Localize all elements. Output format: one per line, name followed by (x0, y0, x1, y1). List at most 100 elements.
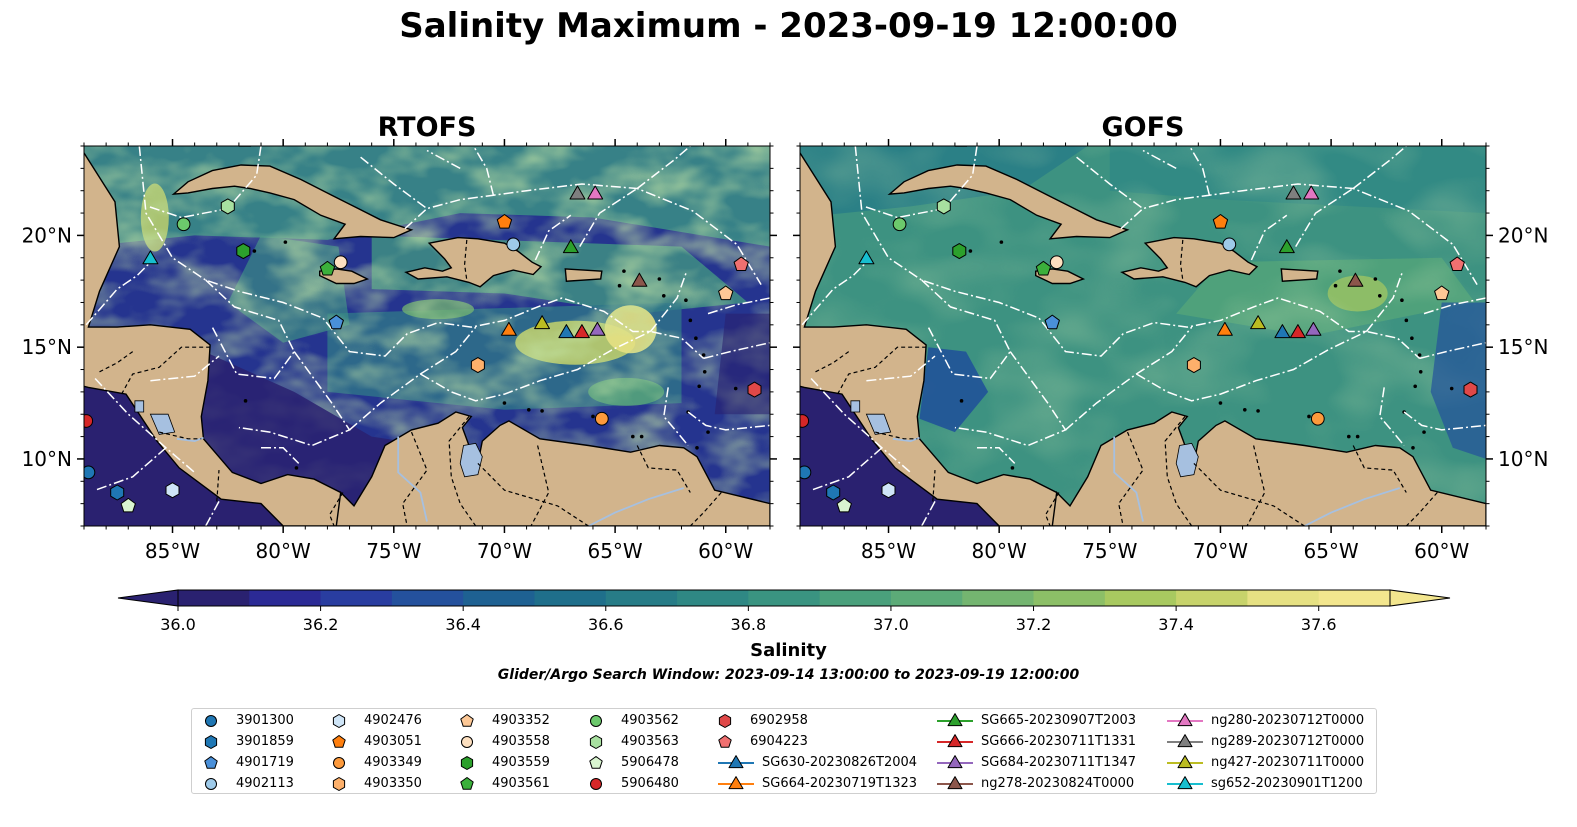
legend-label: 4902476 (364, 713, 422, 728)
lon-tick-label: 85°W (861, 539, 916, 563)
legend-label: ng289-20230712T0000 (1211, 734, 1365, 749)
eez-boundary (205, 279, 296, 380)
colorbar-bin (1247, 590, 1320, 606)
island (999, 240, 1004, 244)
lon-tick-label: 75°W (366, 539, 421, 563)
eez-boundary (238, 351, 351, 447)
island (1373, 277, 1378, 281)
colorbar-tick-label: 37.6 (1301, 615, 1337, 634)
island (639, 434, 644, 439)
eez-boundary (138, 146, 651, 357)
legend-label: 4901719 (236, 755, 294, 770)
obs-4903349 (1310, 411, 1325, 426)
obs-SG684-20230711T1347 (589, 321, 606, 336)
island (697, 384, 701, 389)
eez-boundary (1188, 146, 1211, 196)
obs-4901719 (328, 314, 344, 330)
obs-SG665-20230907T2003 (1278, 239, 1295, 254)
country-border (1246, 445, 1266, 526)
cuba-land (171, 164, 414, 240)
central-america-land (800, 151, 1062, 526)
obs-4902476 (881, 482, 896, 499)
lon-tick-label: 85°W (145, 539, 200, 563)
eez-boundary (1250, 214, 1288, 261)
obs-SG666-20230711T1331 (1289, 324, 1306, 339)
rtofs-map (84, 146, 770, 526)
island (968, 249, 973, 253)
circle-marker-icon (204, 777, 218, 791)
map-panels: 85°W 80°W 75°W 70°W 65°W 60°W 20°N 15°N 10°N 85°W… (22, 139, 1548, 563)
eez-boundary (1295, 187, 1354, 247)
colorbar-extend-max (1389, 589, 1451, 607)
island (617, 283, 622, 288)
eez-boundary (636, 146, 691, 190)
obs-4903350 (1186, 357, 1201, 374)
eez-boundary (703, 341, 770, 360)
obs-3901300 (800, 465, 812, 480)
obs-4903051 (1212, 214, 1229, 229)
river (1113, 436, 1144, 522)
lon-tick-label: 75°W (1082, 539, 1137, 563)
eez-boundary (687, 411, 770, 431)
legend-label: 4903563 (621, 734, 679, 749)
obs-6902958 (747, 381, 762, 398)
river (1304, 487, 1400, 526)
colorbar-bin (463, 590, 535, 606)
island (1400, 298, 1404, 303)
gofs-map (800, 146, 1486, 526)
hexagon-marker-icon (460, 756, 474, 770)
circle-marker-icon (589, 714, 603, 728)
obs-ng289-20230712T0000 (569, 185, 586, 200)
eez-boundary (261, 447, 300, 464)
maracaibo-lake (1175, 442, 1199, 478)
obs-4903561 (1035, 260, 1052, 276)
legend-label: 4903051 (364, 734, 422, 749)
island (1413, 384, 1417, 389)
central-america-land (84, 151, 346, 526)
obs-ng280-20230712T0000 (1303, 185, 1320, 200)
cuba-land (887, 164, 1130, 240)
country-border (463, 239, 468, 281)
eez-boundary (663, 387, 689, 446)
island (1422, 430, 1426, 434)
colorbar-bin (534, 590, 607, 606)
country-border (159, 431, 202, 440)
legend-label: 4903559 (492, 755, 550, 770)
eez-boundary (579, 187, 638, 247)
legend-label: 4903562 (621, 713, 679, 728)
lon-tick-label: 70°W (477, 539, 532, 563)
triangle-marker-icon (937, 734, 973, 748)
puerto-rico-land (564, 268, 603, 282)
lon-tick-label: 65°W (1303, 539, 1358, 563)
eez-boundary (1352, 146, 1407, 190)
legend-label: sg652-20230901T1200 (1211, 776, 1363, 791)
legend-label: SG664-20230719T1323 (762, 776, 918, 791)
rtofs-panel-title: RTOFS (377, 112, 477, 143)
country-border (1405, 492, 1438, 526)
obs-ng278-20230824T0000 (631, 272, 648, 287)
circle-marker-icon (589, 777, 603, 791)
colorbar: 36.0 36.2 36.4 36.6 36.8 37.0 37.2 37.4 37.6 (117, 589, 1451, 634)
colorbar-tick-label: 37.4 (1158, 615, 1194, 634)
island (1307, 414, 1311, 419)
colorbar-label: Salinity (750, 640, 827, 661)
legend-label: ng280-20230712T0000 (1211, 713, 1365, 728)
lon-tick-label: 60°W (1414, 539, 1469, 563)
eez-boundary (810, 447, 883, 491)
eez-boundary (205, 501, 220, 526)
colorbar-bin (605, 590, 678, 606)
country-border (1352, 445, 1407, 493)
legend-label: 4902113 (236, 776, 294, 791)
pentagon-marker-icon (460, 714, 474, 727)
island (540, 409, 544, 413)
obs-SG684-20230711T1347 (1305, 321, 1322, 336)
island (1347, 434, 1351, 439)
eez-boundary (1419, 341, 1486, 360)
island (1256, 409, 1260, 413)
figure-title: Salinity Maximum - 2023-09-19 12:00:00 (399, 6, 1178, 46)
legend-label: 5906478 (621, 755, 679, 770)
legend-label: 4903349 (364, 755, 422, 770)
pentagon-marker-icon (460, 777, 474, 790)
colorbar-tick-label: 36.4 (445, 615, 481, 634)
lat-tick-label: 15°N (22, 335, 72, 359)
